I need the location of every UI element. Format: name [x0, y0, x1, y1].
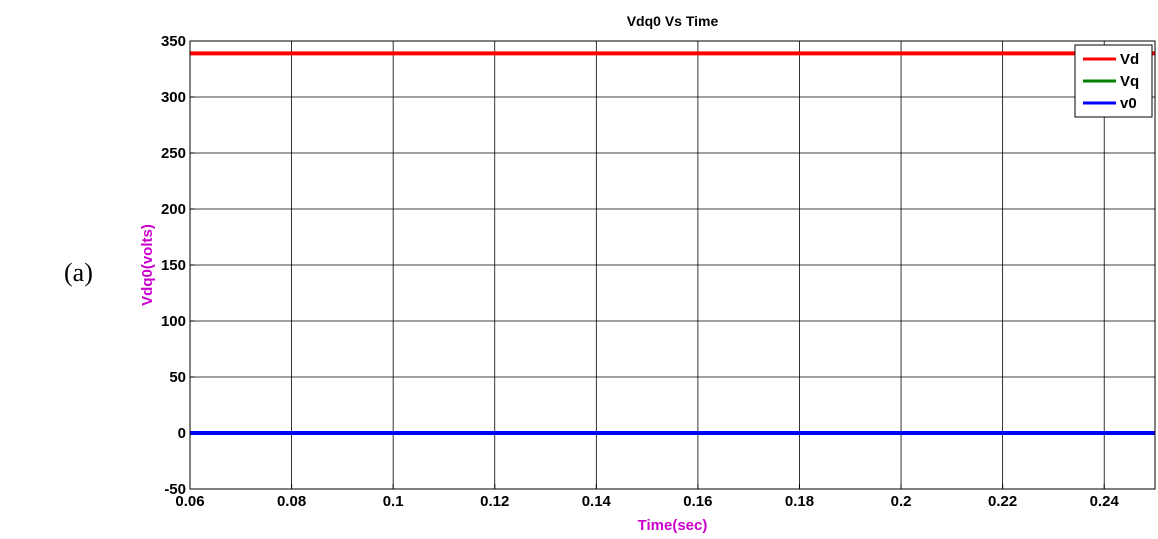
- y-tick-label: 250: [161, 145, 186, 162]
- x-tick-label: 0.12: [480, 493, 509, 510]
- x-tick-label: 0.14: [582, 493, 612, 510]
- chart-title: Vdq0 Vs Time: [627, 13, 719, 29]
- legend-label-vd: Vd: [1120, 51, 1139, 68]
- y-tick-label: 50: [169, 369, 186, 386]
- x-tick-label: 0.24: [1090, 493, 1120, 510]
- y-tick-labels: -50 0 50 100 150 200 250 300 350: [161, 33, 186, 498]
- y-tick-label: 150: [161, 257, 186, 274]
- panel-label: (a): [64, 258, 93, 287]
- x-tick-label: 0.16: [683, 493, 712, 510]
- y-tick-label: 300: [161, 89, 186, 106]
- y-tick-label: 0: [178, 425, 186, 442]
- x-tick-label: 0.22: [988, 493, 1017, 510]
- y-tick-label: 350: [161, 33, 186, 50]
- y-tick-label: -50: [164, 481, 186, 498]
- legend: Vd Vq v0: [1074, 44, 1153, 118]
- x-tick-label: 0.06: [175, 493, 204, 510]
- legend-label-vq: Vq: [1120, 73, 1139, 90]
- x-tick-label: 0.2: [891, 493, 912, 510]
- y-tick-label: 200: [161, 201, 186, 218]
- series-lines: [190, 51, 1155, 435]
- x-tick-label: 0.18: [785, 493, 814, 510]
- plot-frame: [189, 40, 1156, 490]
- x-axis-label: Time(sec): [638, 517, 708, 534]
- legend-label-v0: v0: [1120, 95, 1137, 112]
- x-tick-labels: 0.06 0.08 0.1 0.12 0.14 0.16 0.18 0.2 0.22 0.24: [175, 493, 1119, 510]
- grid: [189, 40, 1155, 490]
- y-axis-label: Vdq0(volts): [139, 224, 156, 306]
- y-tick-label: 100: [161, 313, 186, 330]
- x-tick-label: 0.08: [277, 493, 306, 510]
- x-tick-label: 0.1: [383, 493, 404, 510]
